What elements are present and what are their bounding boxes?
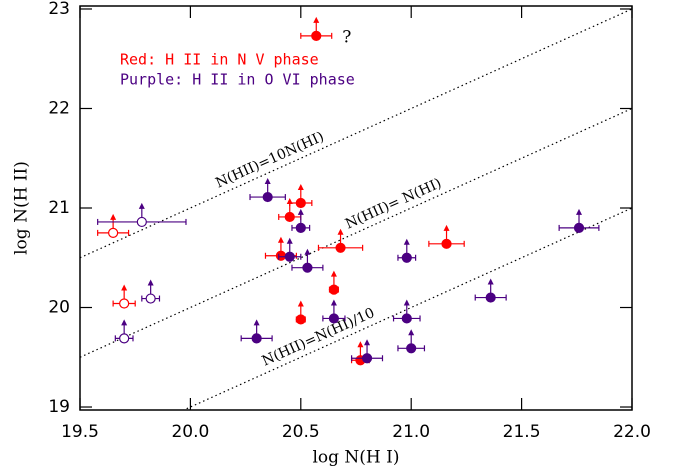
x-axis-label: log N(H I) (312, 448, 399, 468)
limit-arrow-head (147, 279, 154, 286)
limit-arrow-head (330, 299, 337, 306)
limit-arrow-head (313, 16, 320, 23)
marker (485, 292, 496, 303)
marker (284, 211, 295, 223)
limit-arrow-head (337, 228, 344, 235)
limit-arrow-head (297, 208, 304, 215)
marker (251, 333, 262, 344)
marker (295, 222, 306, 234)
marker (295, 197, 306, 209)
marker (119, 333, 130, 344)
data-point (317, 228, 364, 253)
x-tick-label: 20.0 (171, 422, 209, 442)
limit-arrow-head (304, 248, 311, 255)
marker (262, 191, 273, 203)
marker (284, 251, 295, 262)
data-point (328, 270, 340, 295)
data-point (322, 299, 346, 324)
marker (275, 250, 287, 261)
limit-arrow-head (277, 236, 284, 243)
limit-arrow-head (403, 238, 410, 245)
marker (328, 313, 340, 324)
y-tick-label: 20 (48, 298, 70, 318)
data-point (350, 339, 384, 364)
limit-arrow-head (297, 184, 304, 191)
limit-arrow-head (330, 270, 337, 277)
limit-arrow-head (408, 329, 415, 336)
reference-line (80, 107, 632, 358)
limit-arrow-head (487, 278, 494, 285)
limit-arrow-head (403, 299, 410, 306)
y-tick-label: 21 (48, 198, 70, 218)
data-point (97, 213, 130, 238)
limit-arrow-head (121, 319, 128, 326)
x-tick-label: 22.0 (613, 422, 651, 442)
data-point (428, 224, 465, 249)
legend-text: Purple: H II in O VI phase (120, 71, 355, 89)
marker (401, 252, 412, 263)
x-tick-label: 20.5 (282, 422, 320, 442)
marker (401, 313, 412, 324)
data-point (291, 248, 324, 273)
limit-arrow-head (138, 202, 145, 209)
limit-arrow-head (297, 300, 304, 307)
marker (145, 293, 156, 304)
data-point (474, 278, 507, 303)
marker (328, 284, 340, 295)
data-point (278, 237, 302, 262)
marker (361, 353, 373, 364)
data-point (397, 238, 417, 263)
limit-arrow-head (264, 178, 271, 185)
limit-arrow-head (576, 208, 583, 215)
limit-arrow-head (443, 224, 450, 231)
data-point (397, 329, 426, 354)
data-point (240, 319, 273, 344)
data-point (114, 319, 134, 344)
y-axis-label: log N(H II) (12, 161, 32, 255)
data-point (558, 208, 600, 234)
limit-arrow-head (110, 213, 117, 220)
x-tick-label: 21.5 (503, 422, 541, 442)
data-point (291, 208, 311, 234)
data-point (392, 299, 421, 324)
reference-line (80, 8, 632, 259)
x-tick-label: 19.5 (61, 422, 99, 442)
y-tick-label: 23 (48, 0, 70, 19)
y-tick-label: 22 (48, 98, 70, 118)
data-point (295, 300, 306, 325)
data-point (289, 184, 313, 209)
marker (119, 298, 130, 309)
x-tick-label: 21.0 (392, 422, 430, 442)
limit-arrow-head (364, 339, 371, 346)
marker (335, 242, 346, 253)
data-point (112, 284, 136, 309)
reference-label: N(HII)= N(HI) (343, 175, 444, 232)
reference-label: N(HII)=10N(HI) (213, 129, 326, 192)
legend-text: Red: H II in N V phase (120, 51, 319, 69)
data-point (300, 16, 333, 41)
marker (406, 343, 417, 354)
data-point (141, 279, 161, 304)
data-point (97, 202, 187, 228)
marker (302, 262, 313, 273)
y-tick-label: 19 (48, 397, 70, 417)
reference-line (182, 207, 632, 410)
data-point (249, 178, 286, 203)
limit-arrow-head (121, 284, 128, 291)
marker (441, 238, 452, 249)
limit-arrow-head (286, 237, 293, 244)
marker (295, 314, 306, 325)
limit-arrow-head (357, 341, 364, 348)
marker (573, 222, 585, 234)
annotation: ? (342, 27, 351, 47)
marker (136, 216, 147, 228)
marker (108, 227, 119, 238)
limit-arrow-head (253, 319, 260, 326)
marker (311, 30, 322, 41)
